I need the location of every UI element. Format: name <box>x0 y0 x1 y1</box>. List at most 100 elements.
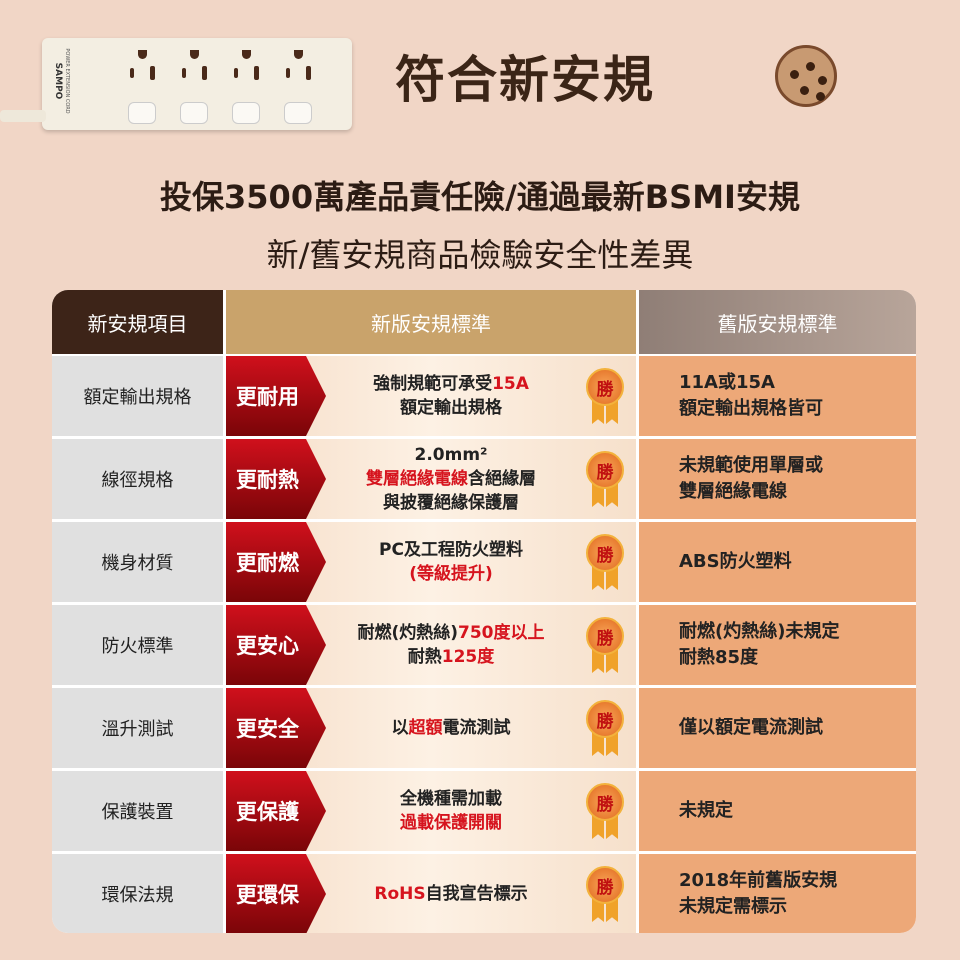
old-standard-text: 11A或15A <box>679 372 775 393</box>
win-label: 勝 <box>586 368 624 406</box>
win-label: 勝 <box>586 451 624 489</box>
new-standard-cell: 更耐用 強制規範可承受15A 額定輸出規格 勝 <box>226 356 636 436</box>
new-standard-text: 耐熱 <box>407 647 442 667</box>
new-standard-text: 耐燃(灼熱絲) <box>357 623 459 643</box>
row-item: 保護裝置 <box>52 771 223 851</box>
new-standard-text: 750度以上 <box>458 623 545 643</box>
power-strip-image: SAMPO POWER EXTENSION CORD <box>0 38 352 130</box>
old-standard-text: 耐熱85度 <box>679 647 759 668</box>
old-standard-text: 額定輸出規格皆可 <box>679 398 823 419</box>
new-standard-text: 全機種需加載 <box>400 789 502 809</box>
new-standard-text: 以 <box>391 718 409 738</box>
advantage-tag: 更環保 <box>226 854 326 933</box>
new-standard-text: 強制規範可承受 <box>373 374 493 394</box>
old-standard-cell: 2018年前舊版安規 未規定需標示 <box>639 854 916 933</box>
outlet <box>276 48 322 90</box>
old-standard-text: 未規範使用單層或 <box>679 455 823 476</box>
outlet <box>120 48 166 90</box>
outlet <box>224 48 270 90</box>
comparison-table: 新安規項目 新版安規標準 舊版安規標準 額定輸出規格 更耐用 強制規範可承受15… <box>52 290 916 933</box>
row-item: 機身材質 <box>52 522 223 602</box>
advantage-tag: 更安全 <box>226 688 326 768</box>
new-standard-text: PC及工程防火塑料 <box>379 540 523 560</box>
new-standard-text: 自我宣告標示 <box>425 884 528 904</box>
new-standard-text: RoHS <box>374 884 426 904</box>
old-standard-cell: ABS防火塑料 <box>639 522 916 602</box>
new-standard-text: 超額 <box>408 718 443 738</box>
win-medal-icon: 勝 <box>586 368 624 424</box>
brand-logo: SAMPO <box>53 62 63 100</box>
win-medal-icon: 勝 <box>586 783 624 839</box>
subheadline: 新/舊安規商品檢驗安全性差異 <box>266 236 694 274</box>
new-standard-text: 與披覆絕緣保護層 <box>383 493 519 513</box>
headline: 投保3500萬產品責任險/通過最新BSMI安規 <box>160 178 800 216</box>
table-row: 額定輸出規格 更耐用 強制規範可承受15A 額定輸出規格 勝 11A或15A 額定輸… <box>52 356 916 436</box>
new-standard-cell: 更保護 全機種需加載 過載保護開關 勝 <box>226 771 636 851</box>
new-standard-text: 雙層絕緣電線 <box>366 469 468 489</box>
new-standard-text: 額定輸出規格 <box>400 398 502 418</box>
win-label: 勝 <box>586 617 624 655</box>
power-switch-button[interactable] <box>284 102 312 124</box>
table-row: 機身材質 更耐燃 PC及工程防火塑料 (等級提升) 勝 ABS防火塑料 <box>52 522 916 602</box>
new-standard-text: 2.0mm² <box>414 445 488 465</box>
new-standard-text: 15A <box>492 374 529 394</box>
row-item: 溫升測試 <box>52 688 223 768</box>
old-standard-cell: 僅以額定電流測試 <box>639 688 916 768</box>
table-row: 防火標準 更安心 耐燃(灼熱絲)750度以上 耐熱125度 勝 耐燃(灼熱絲)未規… <box>52 605 916 685</box>
old-standard-text: 2018年前舊版安規 <box>679 870 838 891</box>
win-label: 勝 <box>586 866 624 904</box>
new-standard-cell: 更耐熱 2.0mm² 雙層絕緣電線含絕緣層與披覆絕緣保護層 勝 <box>226 439 636 519</box>
cookie-icon <box>775 45 837 107</box>
new-standard-text: 含絕緣層 <box>468 469 536 489</box>
header-item: 新安規項目 <box>52 290 223 354</box>
power-switch-button[interactable] <box>232 102 260 124</box>
row-item: 額定輸出規格 <box>52 356 223 436</box>
new-standard-cell: 更安心 耐燃(灼熱絲)750度以上 耐熱125度 勝 <box>226 605 636 685</box>
new-standard-cell: 更安全 以超額電流測試 勝 <box>226 688 636 768</box>
old-standard-text: 未規定需標示 <box>679 896 787 917</box>
outlet <box>172 48 218 90</box>
old-standard-text: ABS防火塑料 <box>679 551 792 572</box>
win-label: 勝 <box>586 783 624 821</box>
old-standard-cell: 耐燃(灼熱絲)未規定 耐熱85度 <box>639 605 916 685</box>
power-switch-button[interactable] <box>180 102 208 124</box>
row-item: 環保法規 <box>52 854 223 933</box>
new-standard-text: 電流測試 <box>442 718 511 738</box>
model-text: POWER EXTENSION CORD <box>64 48 70 114</box>
hero-title: 符合新安規 <box>395 51 655 109</box>
table-row: 線徑規格 更耐熱 2.0mm² 雙層絕緣電線含絕緣層 與披覆絕緣保護層 勝 未規範使… <box>52 439 916 519</box>
win-medal-icon: 勝 <box>586 451 624 507</box>
win-label: 勝 <box>586 700 624 738</box>
new-standard-cell: 更環保 RoHS自我宣告標示 勝 <box>226 854 636 933</box>
header-old-standard: 舊版安規標準 <box>639 290 916 354</box>
win-medal-icon: 勝 <box>586 617 624 673</box>
row-item: 防火標準 <box>52 605 223 685</box>
old-standard-text: 耐燃(灼熱絲)未規定 <box>679 621 840 642</box>
table-row: 保護裝置 更保護 全機種需加載 過載保護開關 勝 未規定 <box>52 771 916 851</box>
win-label: 勝 <box>586 534 624 572</box>
table-row: 環保法規 更環保 RoHS自我宣告標示 勝 2018年前舊版安規 未規定需標示 <box>52 854 916 933</box>
advantage-tag: 更安心 <box>226 605 326 685</box>
old-standard-text: 雙層絕緣電線 <box>679 481 787 502</box>
old-standard-cell: 11A或15A 額定輸出規格皆可 <box>639 356 916 436</box>
new-standard-cell: 更耐燃 PC及工程防火塑料 (等級提升) 勝 <box>226 522 636 602</box>
new-standard-text: 125度 <box>441 647 495 667</box>
table-row: 溫升測試 更安全 以超額電流測試 勝 僅以額定電流測試 <box>52 688 916 768</box>
advantage-tag: 更耐用 <box>226 356 326 436</box>
win-medal-icon: 勝 <box>586 534 624 590</box>
win-medal-icon: 勝 <box>586 700 624 756</box>
old-standard-text: 僅以額定電流測試 <box>679 717 823 738</box>
row-item: 線徑規格 <box>52 439 223 519</box>
power-cord <box>0 110 46 122</box>
new-standard-text: 過載保護開關 <box>400 813 502 833</box>
power-switch-button[interactable] <box>128 102 156 124</box>
win-medal-icon: 勝 <box>586 866 624 922</box>
old-standard-cell: 未規範使用單層或 雙層絕緣電線 <box>639 439 916 519</box>
old-standard-cell: 未規定 <box>639 771 916 851</box>
advantage-tag: 更耐熱 <box>226 439 326 519</box>
header-new-standard: 新版安規標準 <box>226 290 636 354</box>
advantage-tag: 更保護 <box>226 771 326 851</box>
advantage-tag: 更耐燃 <box>226 522 326 602</box>
new-standard-text: (等級提升) <box>409 564 493 584</box>
old-standard-text: 未規定 <box>679 800 733 821</box>
